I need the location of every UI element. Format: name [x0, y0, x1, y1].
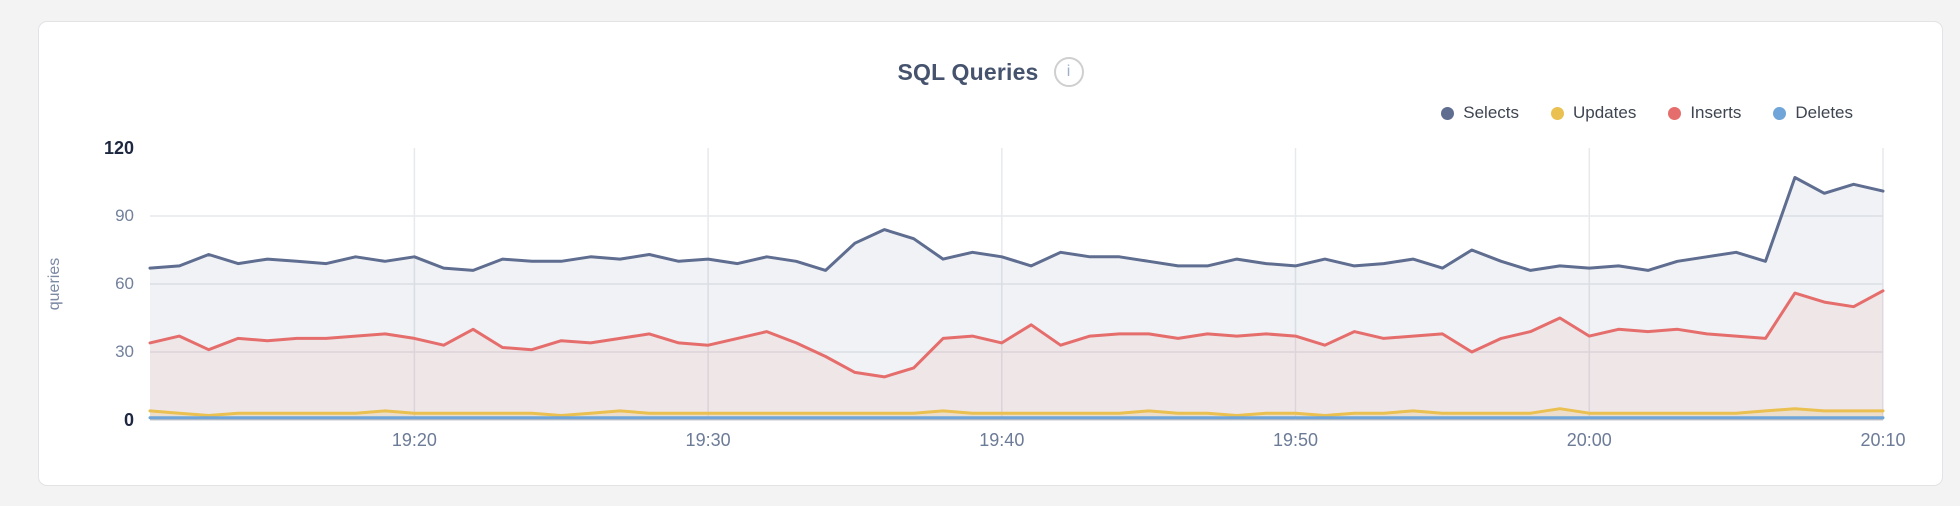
- x-axis-label: 19:50: [1273, 430, 1319, 450]
- x-axis-label: 19:30: [685, 430, 731, 450]
- selects-swatch-icon: [1441, 106, 1455, 120]
- x-axis-label: 19:20: [391, 430, 437, 450]
- y-axis-tick: 90: [115, 206, 134, 225]
- x-axis-label: 19:40: [979, 430, 1025, 450]
- info-icon[interactable]: i: [1053, 57, 1084, 87]
- legend-label: Selects: [1463, 103, 1519, 122]
- y-axis-tick: 0: [123, 410, 134, 430]
- legend-label: Updates: [1573, 103, 1637, 122]
- sql-queries-card: SQL Queries i: [38, 21, 1943, 486]
- legend-label: Inserts: [1690, 103, 1742, 122]
- deletes-swatch-icon: [1773, 106, 1787, 120]
- card-header: SQL Queries i: [39, 56, 1942, 88]
- x-axis-label: 20:10: [1860, 430, 1906, 450]
- legend-item-selects[interactable]: Selects: [1441, 103, 1519, 123]
- x-axis-label: 20:00: [1566, 430, 1612, 450]
- legend-item-inserts[interactable]: Inserts: [1668, 103, 1741, 123]
- legend-label: Deletes: [1795, 103, 1853, 122]
- updates-swatch-icon: [1551, 106, 1564, 120]
- chart-title: SQL Queries: [897, 58, 1039, 85]
- chart-legend: Selects Updates Inserts Deletes: [1441, 102, 1853, 124]
- legend-item-deletes[interactable]: Deletes: [1773, 103, 1853, 123]
- y-axis-tick: 120: [103, 138, 134, 158]
- y-axis-tick: 30: [115, 342, 134, 361]
- y-axis-tick: 60: [115, 274, 134, 293]
- legend-item-updates[interactable]: Updates: [1551, 103, 1636, 123]
- inserts-swatch-icon: [1668, 106, 1682, 120]
